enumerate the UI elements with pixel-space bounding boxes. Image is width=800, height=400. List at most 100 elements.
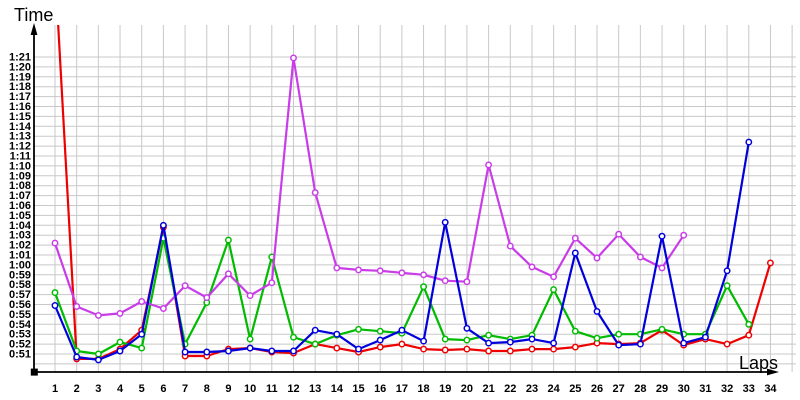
- y-tick-label: 1:21: [9, 52, 31, 64]
- y-tick-label: 1:01: [9, 250, 31, 262]
- series-point-violet: [398, 269, 406, 277]
- y-tick-label: 1:20: [9, 61, 31, 73]
- y-tick-label: 1:00: [9, 259, 31, 271]
- series-point-green: [420, 283, 428, 291]
- series-point-green: [94, 350, 102, 358]
- x-tick-label: 22: [504, 383, 516, 395]
- x-tick-label: 30: [678, 383, 690, 395]
- x-tick-label: 16: [374, 383, 386, 395]
- y-tick-label: 0:57: [9, 289, 31, 301]
- series-point-blue: [701, 333, 709, 341]
- series-point-violet: [51, 239, 59, 247]
- series-point-green: [355, 325, 362, 333]
- y-tick-label: 0:59: [9, 269, 31, 281]
- x-tick-label: 10: [244, 383, 256, 395]
- x-tick-label: 14: [331, 383, 344, 395]
- axes: [30, 23, 779, 376]
- series-point-violet: [420, 271, 428, 279]
- x-tick-label: 9: [225, 383, 231, 395]
- series-point-blue: [246, 344, 254, 352]
- y-tick-label: 0:58: [9, 279, 31, 291]
- series-point-violet: [658, 264, 666, 272]
- y-tick-label: 1:19: [9, 71, 31, 83]
- y-tick-label: 0:52: [9, 339, 31, 351]
- series-point-violet: [636, 253, 644, 261]
- series-point-green: [550, 286, 558, 294]
- y-tick-label: 0:54: [9, 319, 32, 331]
- series-point-green: [138, 344, 146, 352]
- x-axis-tick-labels: 1 2 3 4 5 6 7 8 9 10 11 12 13 14 15 16 17 18 19 20 21 22 23 24 2…: [52, 383, 777, 395]
- series-point-violet: [463, 278, 471, 286]
- series-point-violet: [290, 54, 297, 62]
- series-point-green: [290, 333, 297, 341]
- series-point-blue: [680, 339, 688, 347]
- series-point-blue: [528, 335, 536, 343]
- series-point-blue: [506, 338, 514, 346]
- series-point-blue: [398, 326, 406, 334]
- series-line-violet: [53, 56, 685, 317]
- series-point-red: [398, 340, 406, 348]
- series-point-violet: [441, 277, 449, 285]
- x-tick-label: 29: [656, 383, 668, 395]
- series-point-blue: [745, 138, 753, 146]
- series-point-violet: [159, 305, 167, 312]
- y-tick-label: 1:11: [10, 151, 31, 163]
- series-point-violet: [224, 270, 232, 278]
- series-point-violet: [355, 266, 362, 274]
- y-tick-label: 1:03: [9, 230, 31, 242]
- x-tick-label: 32: [721, 383, 733, 395]
- series-point-violet: [376, 267, 384, 275]
- series-point-blue: [615, 341, 623, 349]
- series-point-red: [485, 347, 493, 355]
- x-tick-label: 4: [117, 383, 124, 395]
- y-tick-label: 1:07: [9, 190, 31, 202]
- series-point-violet: [246, 292, 254, 300]
- series-point-green: [116, 338, 124, 346]
- series-point-red: [745, 331, 753, 339]
- series-point-red: [333, 344, 341, 352]
- y-axis-tick-labels: 1:211:201:191:181:171:161:151:141:131:12…: [9, 52, 32, 361]
- y-tick-label: 1:17: [9, 91, 31, 103]
- series-point-blue: [138, 330, 146, 338]
- series-point-green: [376, 327, 384, 335]
- x-tick-label: 24: [548, 383, 561, 395]
- y-axis-title: Time: [14, 5, 53, 25]
- x-tick-label: 19: [439, 383, 451, 395]
- y-axis-arrow-icon: [30, 23, 38, 35]
- x-tick-label: 23: [526, 383, 538, 395]
- series-point-violet: [94, 311, 102, 319]
- y-tick-label: 1:10: [9, 160, 31, 172]
- series-point-violet: [268, 279, 276, 287]
- series-line-red: [57, 25, 772, 360]
- x-tick-label: 5: [139, 383, 145, 395]
- series-point-blue: [485, 339, 493, 347]
- series-point-violet: [73, 303, 81, 310]
- x-tick-label: 25: [569, 383, 581, 395]
- origin-marker: [30, 368, 38, 376]
- x-axis-title: Laps: [739, 353, 778, 373]
- series-point-green: [51, 289, 59, 297]
- series-point-green: [593, 334, 601, 342]
- series-point-green: [311, 340, 319, 348]
- series-point-blue: [550, 339, 558, 347]
- y-tick-label: 1:04: [9, 220, 32, 232]
- x-tick-label: 21: [482, 383, 494, 395]
- series-point-violet: [571, 234, 579, 242]
- series-point-red: [766, 259, 774, 267]
- y-tick-label: 0:51: [9, 349, 31, 361]
- series-point-green: [441, 335, 449, 343]
- series-point-blue: [203, 348, 211, 356]
- series-point-green: [723, 282, 731, 290]
- series-point-blue: [311, 326, 319, 334]
- series-point-violet: [311, 189, 319, 197]
- x-tick-label: 28: [634, 383, 646, 395]
- x-tick-label: 26: [591, 383, 603, 395]
- x-tick-label: 17: [396, 383, 408, 395]
- series-point-violet: [333, 264, 341, 272]
- y-tick-label: 1:06: [9, 200, 31, 212]
- series-point-blue: [636, 340, 644, 348]
- series-point-green: [615, 330, 623, 338]
- x-tick-label: 34: [764, 383, 777, 395]
- series-point-blue: [723, 267, 731, 275]
